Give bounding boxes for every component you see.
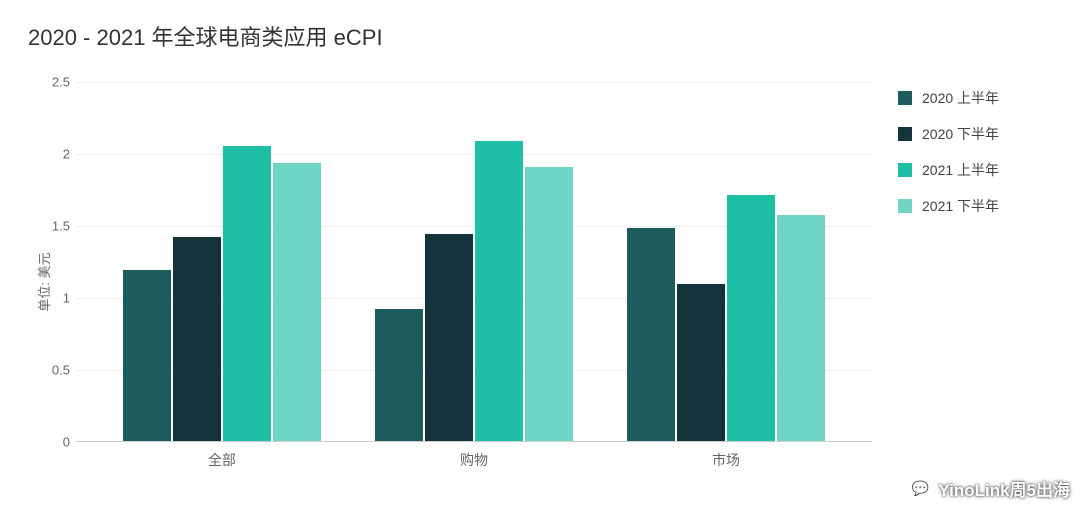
legend-swatch bbox=[898, 91, 912, 105]
bar-groups bbox=[76, 82, 872, 441]
bar bbox=[525, 167, 573, 441]
legend-item: 2020 上半年 bbox=[898, 88, 1052, 108]
legend-item: 2021 上半年 bbox=[898, 160, 1052, 180]
chart-container: 单位: 美元 00.511.522.5 全部购物市场 2020 上半年2020 … bbox=[28, 82, 1052, 482]
watermark-text: YinoLink周5出海 bbox=[938, 476, 1070, 501]
legend-item: 2021 下半年 bbox=[898, 196, 1052, 216]
y-tick-label: 2 bbox=[63, 147, 70, 162]
legend-label: 2021 上半年 bbox=[922, 160, 999, 180]
bar bbox=[475, 141, 523, 441]
x-tick-label: 市场 bbox=[712, 450, 740, 470]
y-tick-label: 0 bbox=[63, 435, 70, 450]
legend-swatch bbox=[898, 163, 912, 177]
bar bbox=[425, 234, 473, 441]
bar-group bbox=[627, 195, 825, 441]
y-tick-label: 2.5 bbox=[52, 75, 70, 90]
bar bbox=[173, 237, 221, 441]
chart-title: 2020 - 2021 年全球电商类应用 eCPI bbox=[28, 20, 1052, 52]
watermark: 💬 YinoLink周5出海 bbox=[908, 476, 1070, 501]
y-tick-label: 1 bbox=[63, 291, 70, 306]
bar bbox=[677, 284, 725, 441]
legend-label: 2020 上半年 bbox=[922, 88, 999, 108]
bar-group bbox=[123, 146, 321, 441]
x-tick-label: 全部 bbox=[208, 450, 236, 470]
legend-swatch bbox=[898, 127, 912, 141]
bar bbox=[627, 228, 675, 441]
bar bbox=[123, 270, 171, 441]
legend-item: 2020 下半年 bbox=[898, 124, 1052, 144]
y-axis: 单位: 美元 00.511.522.5 bbox=[28, 82, 76, 482]
bar bbox=[223, 146, 271, 441]
x-tick-label: 购物 bbox=[460, 450, 488, 470]
bar bbox=[777, 215, 825, 441]
y-axis-label: 单位: 美元 bbox=[34, 252, 53, 311]
y-tick-label: 0.5 bbox=[52, 363, 70, 378]
y-tick-label: 1.5 bbox=[52, 219, 70, 234]
bar-group bbox=[375, 141, 573, 441]
wechat-icon: 💬 bbox=[908, 477, 932, 501]
bar bbox=[375, 309, 423, 441]
legend: 2020 上半年 2020 下半年 2021 上半年 2021 下半年 bbox=[872, 82, 1052, 482]
bar bbox=[727, 195, 775, 441]
bar bbox=[273, 163, 321, 441]
legend-label: 2021 下半年 bbox=[922, 196, 999, 216]
legend-label: 2020 下半年 bbox=[922, 124, 999, 144]
plot-area: 全部购物市场 bbox=[76, 82, 872, 442]
legend-swatch bbox=[898, 199, 912, 213]
chart-area: 单位: 美元 00.511.522.5 全部购物市场 bbox=[28, 82, 872, 482]
